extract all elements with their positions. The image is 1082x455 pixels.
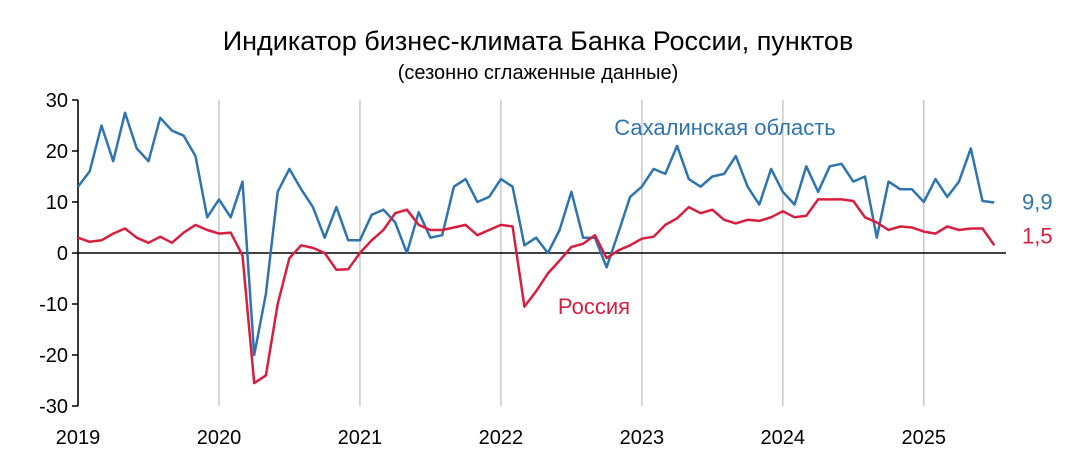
y-tick-label: 10 xyxy=(46,192,68,214)
x-tick-label: 2023 xyxy=(620,427,665,449)
chart-subtitle: (сезонно сглаженные данные) xyxy=(398,62,679,84)
x-tick-label: 2024 xyxy=(761,427,806,449)
x-tick-label: 2021 xyxy=(338,427,383,449)
series-labels: Сахалинская область 9,9 Россия 1,5 xyxy=(558,115,1053,319)
y-tick-label: -20 xyxy=(39,345,68,367)
y-tick-label: 30 xyxy=(46,90,68,112)
series-name-label: Сахалинская область xyxy=(614,115,835,140)
y-tick-label: -30 xyxy=(39,396,68,418)
axes: 2019 2020 2021 2022 2023 2024 2025 30 20 10 0 -10 -2… xyxy=(39,90,1006,449)
series-line-1 xyxy=(77,198,996,385)
series-line-0 xyxy=(77,111,995,357)
x-tick-label: 2022 xyxy=(479,427,524,449)
x-tick-label: 2020 xyxy=(197,427,242,449)
series-lines xyxy=(77,111,996,385)
x-tick-label: 2025 xyxy=(902,427,947,449)
y-tick-label: -10 xyxy=(39,294,68,316)
series-name-label: Россия xyxy=(558,294,630,319)
x-tick-label: 2019 xyxy=(56,427,101,449)
chart-title: Индикатор бизнес-климата Банка России, п… xyxy=(223,26,854,56)
y-tick-label: 0 xyxy=(57,243,68,265)
series-end-label: 1,5 xyxy=(1022,223,1053,248)
series-end-label: 9,9 xyxy=(1022,190,1053,215)
y-tick-label: 20 xyxy=(46,141,68,163)
